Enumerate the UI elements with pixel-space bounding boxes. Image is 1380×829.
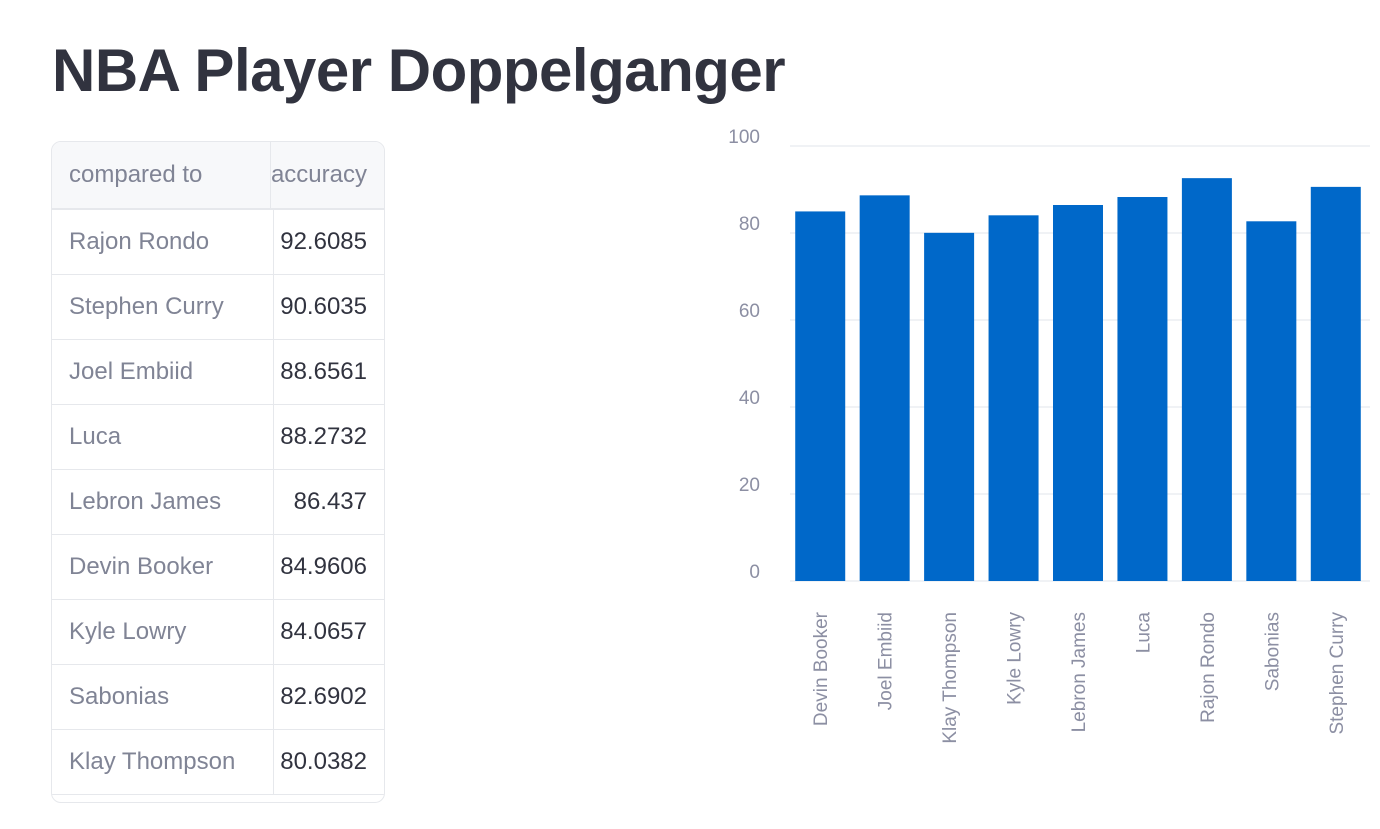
accuracy-cell: 80.0382 bbox=[280, 748, 367, 775]
player-name-cell: Devin Booker bbox=[52, 535, 274, 599]
x-tick-label: Devin Booker bbox=[811, 611, 832, 726]
player-name-cell: Stephen Curry bbox=[52, 275, 274, 339]
column-header-compared-to[interactable]: compared to bbox=[52, 142, 271, 208]
bar bbox=[1310, 186, 1361, 582]
table-row: Luca 88.2732 bbox=[52, 405, 384, 470]
x-tick-label: Lebron James bbox=[1069, 612, 1090, 732]
table-row: Klay Thompson 80.0382 bbox=[52, 730, 384, 795]
page-title: NBA Player Doppelganger bbox=[52, 37, 786, 104]
table-row: Devin Booker 84.9606 bbox=[52, 535, 384, 600]
table-row: Kyle Lowry 84.0657 bbox=[52, 600, 384, 665]
y-tick-label: 20 bbox=[739, 475, 760, 496]
table-header: compared to accuracy bbox=[52, 142, 384, 210]
x-tick-label: Kyle Lowry bbox=[1005, 612, 1026, 705]
x-tick-label: Sabonias bbox=[1262, 612, 1283, 691]
x-tick-label: Stephen Curry bbox=[1327, 612, 1348, 735]
table-row: Stephen Curry 90.6035 bbox=[52, 275, 384, 340]
y-tick-label: 40 bbox=[739, 388, 760, 409]
table-row: Sabonias 82.6902 bbox=[52, 665, 384, 730]
y-tick-label: 100 bbox=[728, 127, 760, 148]
y-tick-label: 60 bbox=[739, 301, 760, 322]
player-name-cell: Lebron James bbox=[52, 470, 274, 534]
accuracy-cell: 88.6561 bbox=[280, 358, 367, 385]
table-row: Joel Embiid 88.6561 bbox=[52, 340, 384, 405]
bar bbox=[859, 195, 910, 582]
x-tick-label: Joel Embiid bbox=[876, 612, 897, 710]
player-name-cell: Sabonias bbox=[52, 665, 274, 729]
x-tick-label: Klay Thompson bbox=[940, 612, 961, 744]
bar bbox=[1117, 197, 1168, 581]
player-name-cell: Kyle Lowry bbox=[52, 600, 274, 664]
y-tick-label: 0 bbox=[749, 562, 760, 583]
table-row: Lebron James 86.437 bbox=[52, 470, 384, 535]
accuracy-cell: 88.2732 bbox=[280, 423, 367, 450]
accuracy-cell: 86.437 bbox=[293, 488, 367, 515]
player-name-cell: Rajon Rondo bbox=[52, 210, 274, 274]
player-name-cell: Luca bbox=[52, 405, 274, 469]
y-tick-label: 80 bbox=[739, 214, 760, 235]
bar bbox=[988, 215, 1039, 581]
results-table[interactable]: compared to accuracy Rajon Rondo 92.6085 S… bbox=[51, 141, 385, 803]
bar bbox=[1181, 178, 1232, 582]
accuracy-cell: 92.6085 bbox=[280, 228, 367, 255]
accuracy-cell: 84.9606 bbox=[280, 553, 367, 580]
player-name-cell: Joel Embiid bbox=[52, 340, 274, 404]
bar bbox=[1246, 221, 1297, 582]
bar bbox=[795, 211, 846, 581]
table-row: Rajon Rondo 92.6085 bbox=[52, 210, 384, 275]
accuracy-cell: 82.6902 bbox=[280, 683, 367, 710]
accuracy-cell: 90.6035 bbox=[280, 293, 367, 320]
accuracy-cell: 84.0657 bbox=[280, 618, 367, 645]
column-header-accuracy[interactable]: accuracy bbox=[270, 161, 367, 188]
bar bbox=[1053, 204, 1103, 581]
player-name-cell: Klay Thompson bbox=[52, 730, 274, 794]
bar bbox=[924, 232, 975, 581]
x-tick-label: Luca bbox=[1133, 612, 1154, 654]
x-tick-label: Rajon Rondo bbox=[1198, 612, 1219, 723]
